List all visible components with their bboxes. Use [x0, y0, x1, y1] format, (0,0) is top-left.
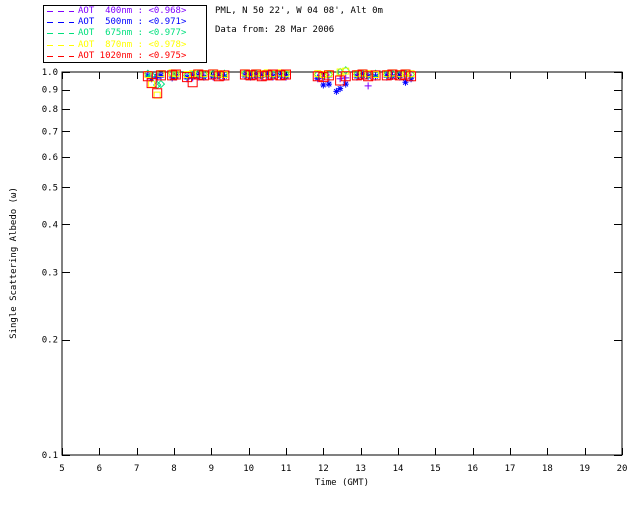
data-point-marker-aot-1020nm: [312, 71, 323, 82]
x-tick-label: 20: [617, 464, 628, 474]
data-point-marker-aot-1020nm: [170, 69, 181, 80]
data-point-marker-aot-1020nm: [400, 69, 411, 80]
header-block: PML, N 50 22', W 04 08', Alt 0m Data fro…: [215, 6, 383, 35]
y-tick-label: 0.8: [42, 105, 58, 115]
y-tick-label: 0.4: [42, 220, 58, 230]
data-point-marker-aot-1020nm: [281, 69, 291, 80]
x-axis-label: Time (GMT): [314, 478, 370, 488]
data-point-marker-aot-1020nm: [152, 88, 163, 99]
data-point-marker-aot-1020nm: [406, 71, 417, 82]
data-point-marker-aot-1020nm: [239, 69, 250, 80]
legend-item-label: AOT 675nm : <0.977>: [78, 28, 187, 39]
data-point-marker-aot-500nm: [320, 81, 327, 89]
data-point-marker-aot-1020nm: [208, 69, 219, 80]
legend-item: AOT 675nm : <0.977>: [47, 28, 203, 39]
y-tick-label: 0.5: [42, 183, 58, 193]
legend-item-label: AOT 400nm : <0.968>: [78, 6, 187, 17]
x-tick-label: 12: [318, 464, 329, 474]
y-tick-label: 0.7: [42, 127, 58, 137]
x-tick-label: 13: [355, 464, 366, 474]
data-point-marker-aot-675nm: [171, 70, 181, 79]
x-tick-label: 8: [171, 464, 176, 474]
x-tick-label: 6: [97, 464, 102, 474]
x-tick-label: 19: [579, 464, 590, 474]
x-tick-label: 15: [430, 464, 441, 474]
data-point-marker-aot-1020nm: [267, 69, 278, 80]
data-point-marker-aot-1020nm: [370, 70, 381, 81]
data-point-marker-aot-500nm: [221, 72, 228, 80]
legend-dash-sample: [47, 11, 74, 13]
site-info-text: PML, N 50 22', W 04 08', Alt 0m: [215, 6, 383, 16]
y-tick-label: 0.3: [42, 268, 58, 278]
legend-item-label: AOT 500nm : <0.971>: [78, 17, 187, 28]
x-tick-label: 9: [209, 464, 214, 474]
data-point-marker-aot-500nm: [154, 72, 161, 80]
data-point-marker-aot-870nm: [220, 71, 228, 79]
y-axis-label: Single Scattering Albedo (ω): [9, 187, 19, 339]
data-point-marker-aot-500nm: [215, 71, 222, 79]
y-tick-label: 1.0: [42, 68, 58, 78]
legend-item-label: AOT 870nm : <0.978>: [78, 39, 187, 50]
data-point-marker-aot-1020nm: [155, 70, 166, 81]
data-point-marker-aot-870nm: [407, 70, 415, 78]
x-tick-label: 17: [505, 464, 516, 474]
data-point-marker-aot-1020nm: [363, 71, 374, 82]
x-tick-label: 10: [243, 464, 254, 474]
legend-item-label: AOT 1020nm : <0.975>: [78, 50, 187, 61]
data-point-marker-aot-1020nm: [167, 70, 178, 81]
data-point-marker-aot-500nm: [396, 71, 403, 79]
x-tick-label: 16: [467, 464, 478, 474]
data-point-marker-aot-870nm: [282, 70, 290, 78]
data-point-marker-aot-500nm: [408, 75, 415, 83]
y-tick-label: 0.1: [42, 451, 58, 461]
data-point-marker-aot-1020nm: [182, 72, 193, 83]
data-point-marker-aot-1020nm: [198, 70, 209, 81]
legend-dash-sample: [47, 33, 74, 35]
data-point-marker-aot-400nm: [364, 82, 372, 90]
data-point-marker-aot-1020nm: [146, 78, 157, 89]
legend-box: AOT 400nm : <0.968> AOT 500nm : <0.971> AO…: [43, 5, 207, 63]
legend-dash-sample: [47, 44, 74, 46]
data-point-marker-aot-1020nm: [323, 70, 334, 81]
data-point-marker-aot-1020nm: [142, 71, 153, 82]
data-point-marker-aot-870nm: [336, 68, 344, 76]
y-tick-label: 0.2: [42, 336, 58, 346]
legend-item: AOT 500nm : <0.971>: [47, 17, 203, 28]
x-tick-label: 7: [134, 464, 139, 474]
data-point-marker-aot-500nm: [333, 87, 340, 95]
data-point-marker-aot-1020nm: [340, 71, 351, 82]
data-date-text: Data from: 28 Mar 2006: [215, 25, 335, 35]
legend-item: AOT 400nm : <0.968>: [47, 6, 203, 17]
data-point-marker-aot-500nm: [169, 74, 176, 82]
data-point-marker-aot-500nm: [258, 71, 265, 79]
x-tick-label: 5: [59, 464, 64, 474]
data-point-marker-aot-1020nm: [251, 69, 262, 80]
x-tick-label: 14: [393, 464, 404, 474]
data-point-marker-aot-675nm: [156, 79, 166, 89]
legend-dash-sample: [47, 55, 74, 57]
data-point-marker-aot-1020nm: [193, 69, 204, 80]
legend-item: AOT 870nm : <0.978>: [47, 40, 203, 51]
data-point-marker-aot-1020nm: [387, 69, 398, 80]
data-point-marker-aot-500nm: [402, 78, 409, 86]
data-point-marker-aot-500nm: [342, 80, 349, 88]
plot-frame: [61, 71, 623, 456]
data-point-marker-aot-500nm: [383, 71, 390, 79]
x-tick-label: 11: [281, 464, 292, 474]
legend-dash-sample: [47, 22, 74, 24]
x-tick-label: 18: [542, 464, 553, 474]
y-tick-label: 0.9: [42, 86, 58, 96]
data-point-marker-aot-1020nm: [219, 70, 230, 81]
legend-item: AOT 1020nm : <0.975>: [47, 51, 203, 62]
data-point-marker-aot-500nm: [325, 80, 332, 88]
data-point-marker-aot-1020nm: [357, 69, 368, 80]
y-tick-label: 0.6: [42, 153, 58, 163]
data-point-marker-aot-500nm: [337, 85, 344, 93]
data-point-marker-aot-500nm: [372, 72, 379, 80]
data-point-marker-aot-500nm: [264, 71, 271, 79]
data-point-marker-aot-500nm: [157, 71, 164, 79]
